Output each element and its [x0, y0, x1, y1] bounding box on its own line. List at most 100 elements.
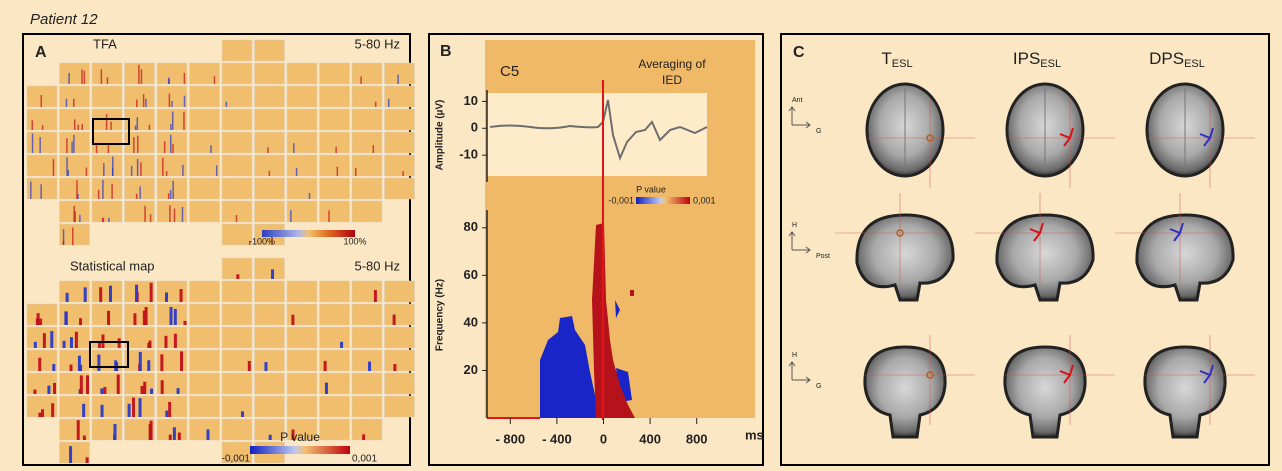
- tile: [286, 395, 318, 418]
- tile-mark: [62, 240, 65, 245]
- tile-mark: [136, 117, 139, 130]
- tile: [254, 303, 285, 326]
- orientation-arrows: [788, 361, 811, 384]
- tile: [221, 131, 253, 154]
- colorbar-min: -0,001: [222, 454, 251, 465]
- tile-mark: [210, 145, 212, 153]
- tile-mark: [149, 420, 153, 440]
- tile: [319, 395, 350, 418]
- tile: [91, 85, 123, 108]
- tile-mark: [73, 98, 75, 107]
- tile-mark: [182, 164, 184, 176]
- panel-label: C: [793, 44, 805, 61]
- tile-mark: [103, 386, 107, 394]
- tile: [91, 280, 123, 303]
- tile-mark: [102, 179, 104, 199]
- tile: [59, 418, 90, 441]
- colorbar-title: P value: [280, 430, 320, 444]
- tile-mark: [160, 380, 164, 394]
- tile-mark: [103, 163, 105, 176]
- tile-mark: [142, 310, 146, 325]
- tile: [189, 154, 220, 177]
- tile: [384, 326, 415, 349]
- tile: [59, 177, 90, 200]
- column-title-sub: ESL: [1040, 58, 1061, 70]
- tile: [254, 257, 285, 280]
- tile-mark: [360, 76, 362, 84]
- tile-mark: [81, 69, 83, 84]
- tile-mark: [145, 98, 147, 107]
- tile: [286, 85, 318, 108]
- tile-mark: [140, 69, 143, 84]
- band-label: 5-80 Hz: [354, 36, 400, 51]
- tile: [351, 108, 383, 131]
- tile: [189, 372, 220, 395]
- tile-mark: [30, 181, 32, 199]
- tile-mark: [127, 403, 131, 417]
- tile-mark: [165, 410, 169, 417]
- tile-mark: [116, 374, 120, 394]
- tile-mark: [95, 142, 98, 153]
- tile-mark: [183, 72, 186, 84]
- tile: [254, 39, 285, 62]
- tile-mark: [169, 307, 173, 325]
- tile: [319, 108, 350, 131]
- tile: [26, 154, 58, 177]
- tile: [319, 372, 350, 395]
- tile: [221, 303, 253, 326]
- tile-mark: [108, 285, 112, 302]
- tile: [319, 326, 350, 349]
- tile-mark: [183, 95, 186, 107]
- tile: [91, 177, 123, 200]
- tile: [254, 349, 285, 372]
- tile: [59, 326, 90, 349]
- tile-mark: [164, 335, 168, 348]
- tile: [221, 62, 253, 85]
- tile-mark: [97, 354, 101, 371]
- tile-mark: [40, 184, 42, 199]
- tile-mark: [47, 385, 51, 394]
- tile-mark: [111, 183, 113, 199]
- ied-trace: [489, 99, 708, 161]
- tile: [319, 303, 350, 326]
- tile: [26, 177, 58, 200]
- tile-mark: [79, 214, 81, 222]
- band-label: 5-80 Hz: [354, 258, 400, 273]
- orientation-up: H: [792, 222, 797, 229]
- map-title: Statistical map: [70, 258, 155, 273]
- tile: [351, 372, 383, 395]
- tile-mark: [170, 134, 172, 153]
- tile-mark: [65, 292, 69, 302]
- tile: [59, 395, 90, 418]
- tile-mark: [42, 333, 46, 348]
- y-tick-label: 0: [471, 120, 478, 135]
- source-dipole: [1169, 222, 1184, 242]
- tile-mark: [78, 318, 82, 325]
- tile: [59, 154, 90, 177]
- tile-mark: [264, 362, 268, 371]
- column-title-sub: ESL: [892, 58, 913, 70]
- tile-mark: [138, 398, 142, 417]
- tile-mark: [113, 423, 117, 440]
- tile-mark: [323, 360, 327, 371]
- tile-mark: [136, 158, 139, 176]
- tile-mark: [355, 168, 357, 176]
- tile-mark: [31, 133, 34, 153]
- colorbar-min: -0,001: [608, 195, 634, 205]
- tile-mark: [144, 307, 148, 325]
- tile: [221, 418, 253, 441]
- tile: [384, 349, 415, 372]
- tile-mark: [368, 361, 372, 371]
- tile-mark: [362, 434, 366, 440]
- tile: [189, 62, 220, 85]
- y-tick-label: 20: [464, 362, 478, 377]
- tile-mark: [106, 77, 109, 84]
- tile: [221, 349, 253, 372]
- tile-mark: [179, 289, 183, 302]
- tile: [124, 280, 155, 303]
- tile-mark: [73, 134, 75, 153]
- tile-mark: [176, 388, 180, 394]
- axis-title: Frequency (Hz): [435, 279, 446, 351]
- tile-mark: [135, 284, 139, 302]
- tile-mark: [373, 290, 377, 302]
